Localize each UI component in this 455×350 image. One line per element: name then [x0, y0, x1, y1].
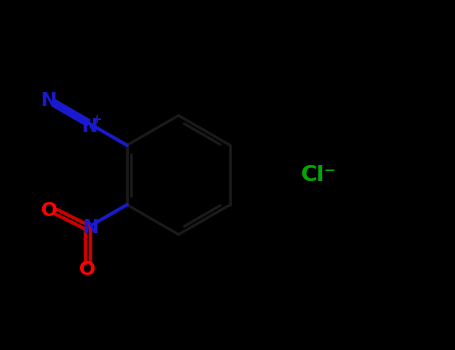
Text: O: O: [41, 201, 58, 219]
Text: N: N: [40, 91, 56, 110]
Text: O: O: [79, 260, 96, 279]
Text: N: N: [82, 218, 98, 237]
Text: +: +: [92, 112, 103, 126]
Text: Cl⁻: Cl⁻: [301, 165, 336, 185]
Text: N: N: [81, 117, 97, 135]
